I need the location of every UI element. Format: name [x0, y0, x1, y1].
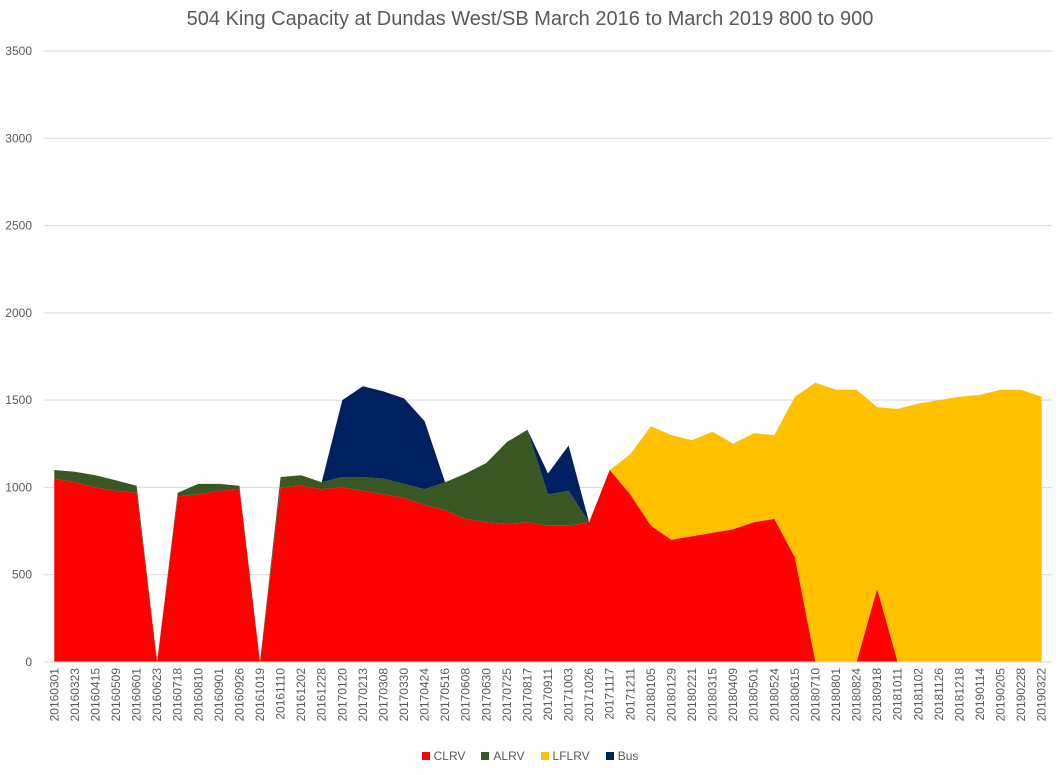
legend-swatch [540, 752, 549, 760]
legend-swatch [605, 752, 614, 760]
x-tick-label: 20160415 [88, 668, 102, 722]
x-tick-label: 20160810 [191, 668, 205, 722]
x-tick-label: 20190228 [1014, 668, 1028, 722]
legend-label: LFLRV [552, 749, 590, 763]
x-tick-label: 20180615 [788, 668, 802, 722]
x-tick-label: 20180129 [664, 668, 678, 722]
legend: CLRV ALRV LFLRV Bus [0, 749, 1060, 763]
x-tick-label: 20190114 [973, 668, 987, 721]
x-tick-label: 20170608 [459, 668, 473, 722]
x-tick-label: 20170725 [500, 668, 514, 722]
x-tick-label: 20160301 [47, 668, 61, 722]
series-area-lflrv [54, 382, 1042, 662]
legend-label: ALRV [493, 749, 525, 763]
x-tick-label: 20180315 [706, 668, 720, 722]
x-tick-label: 20170630 [479, 668, 493, 722]
x-tick-label: 20180801 [829, 668, 843, 722]
x-tick-label: 20180524 [767, 668, 781, 722]
x-tick-label: 20161202 [294, 668, 308, 722]
y-axis-ticks: 0 500 1000 1500 2000 2500 3000 3500 [5, 44, 32, 669]
x-tick-label: 20161019 [253, 668, 267, 722]
x-tick-label: 20170911 [541, 668, 555, 721]
x-tick-label: 20161228 [315, 668, 329, 722]
legend-label: Bus [617, 749, 639, 763]
x-tick-label: 20181102 [911, 668, 925, 721]
legend-item-bus: Bus [605, 749, 639, 763]
legend-label: CLRV [433, 749, 466, 763]
x-tick-label: 20171211 [623, 668, 637, 721]
legend-swatch [481, 752, 490, 760]
x-tick-label: 20170213 [356, 668, 370, 722]
x-tick-label: 20160601 [130, 668, 144, 722]
x-tick-label: 20170516 [438, 668, 452, 722]
x-tick-label: 20170308 [376, 668, 390, 722]
legend-swatch [421, 752, 430, 760]
y-tick-label: 1500 [5, 393, 32, 407]
x-tick-label: 20170424 [418, 668, 432, 722]
x-tick-label: 20160718 [171, 668, 185, 722]
x-tick-label: 20160323 [68, 668, 82, 722]
x-tick-label: 20180105 [644, 668, 658, 722]
x-tick-label: 20170120 [335, 668, 349, 722]
y-tick-label: 2000 [5, 306, 32, 320]
chart-title: 504 King Capacity at Dundas West/SB Marc… [186, 8, 874, 30]
x-tick-label: 20180824 [850, 668, 864, 722]
series-area-clrv [54, 470, 1042, 662]
x-tick-label: 20190205 [994, 668, 1008, 722]
x-axis-ticks: 20160301 20160323 20160415 20160509 20160601… [47, 668, 1048, 722]
x-tick-label: 20181126 [932, 668, 946, 721]
x-tick-label: 20180409 [726, 668, 740, 722]
y-tick-label: 3000 [5, 131, 32, 145]
x-tick-label: 20160623 [150, 668, 164, 722]
y-tick-label: 2500 [5, 219, 32, 233]
stacked-areas [44, 382, 1052, 663]
x-tick-label: 20170817 [520, 668, 534, 722]
x-tick-label: 20160509 [109, 668, 123, 722]
x-tick-label: 20181011 [891, 668, 905, 721]
x-tick-label: 20181218 [952, 668, 966, 722]
y-tick-label: 1000 [5, 480, 32, 494]
x-tick-label: 20160926 [232, 668, 246, 722]
legend-item-clrv: CLRV [421, 749, 466, 763]
x-tick-label: 20180501 [747, 668, 761, 722]
x-tick-label: 20180221 [685, 668, 699, 722]
y-tick-label: 500 [12, 568, 32, 582]
x-tick-label: 20180710 [808, 668, 822, 722]
x-tick-label: 20161110 [274, 668, 288, 720]
x-tick-label: 20170330 [397, 668, 411, 722]
y-tick-label: 0 [25, 655, 32, 669]
y-tick-label: 3500 [5, 44, 32, 58]
x-tick-label: 20190322 [1035, 668, 1049, 722]
x-tick-label: 20171003 [562, 668, 576, 722]
legend-item-alrv: ALRV [481, 749, 525, 763]
x-tick-label: 20171026 [582, 668, 596, 722]
legend-item-lflrv: LFLRV [540, 749, 590, 763]
x-tick-label: 20180918 [870, 668, 884, 722]
x-tick-label: 20171117 [603, 668, 617, 720]
x-tick-label: 20160901 [212, 668, 226, 722]
